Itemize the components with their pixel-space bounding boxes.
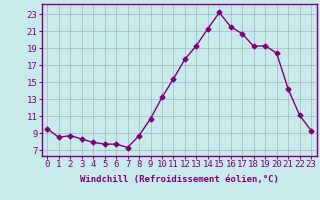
X-axis label: Windchill (Refroidissement éolien,°C): Windchill (Refroidissement éolien,°C)	[80, 175, 279, 184]
